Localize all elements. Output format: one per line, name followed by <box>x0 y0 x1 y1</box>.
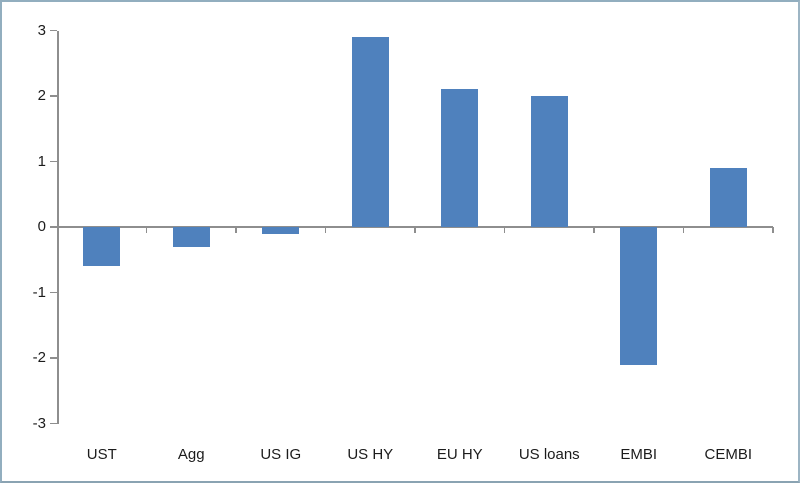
x-category-label: UST <box>86 446 117 463</box>
bar-us-ig <box>262 227 300 234</box>
y-axis-tick <box>50 95 57 97</box>
x-axis-tick <box>593 227 595 233</box>
bar-ust <box>83 227 121 267</box>
x-category-label: US HY <box>347 446 394 463</box>
bar-us-hy <box>351 37 389 227</box>
y-tick-label: -2 <box>32 349 46 366</box>
y-axis-tick <box>50 291 57 294</box>
x-category-label: US IG <box>260 446 302 463</box>
x-axis-tick <box>503 227 506 233</box>
y-axis-tick <box>50 29 57 32</box>
y-tick-label: 0 <box>37 218 46 235</box>
y-axis-tick <box>50 422 57 425</box>
bar-agg <box>172 227 210 247</box>
y-tick-label: -1 <box>32 283 46 301</box>
y-tick-label: -3 <box>32 414 46 432</box>
y-tick-label: 3 <box>37 21 46 39</box>
x-category-label: EU HY <box>436 446 483 463</box>
y-tick-label: 2 <box>37 87 46 104</box>
x-axis-tick <box>235 227 237 233</box>
y-axis-tick <box>50 357 57 359</box>
x-axis-tick <box>772 227 774 233</box>
bar-embi <box>620 227 658 365</box>
x-axis-tick <box>414 227 416 233</box>
x-axis-tick <box>324 227 327 233</box>
x-category-label: EMBI <box>620 446 658 463</box>
x-category-label: CEMBI <box>704 446 752 463</box>
y-axis-tick <box>50 226 57 228</box>
bar-us-loans <box>530 96 568 227</box>
x-category-label: Agg <box>177 446 205 463</box>
bar-eu-hy <box>441 89 479 227</box>
x-axis-tick <box>145 227 148 233</box>
y-tick-label: 1 <box>37 152 46 170</box>
x-axis-tick <box>682 227 685 233</box>
y-axis-tick <box>50 160 57 163</box>
x-category-label: US loans <box>518 446 580 463</box>
bar-cembi <box>709 168 747 227</box>
